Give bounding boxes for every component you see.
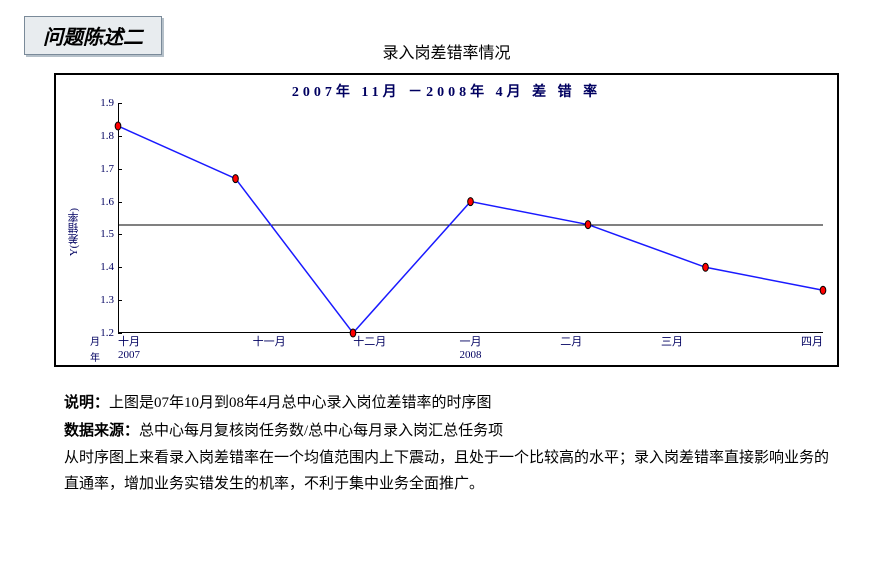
x-tick-year [319, 349, 420, 361]
data-point [703, 263, 709, 271]
y-tick-label: 1.7 [84, 163, 114, 175]
desc-line-2-lead: 数据来源： [64, 423, 139, 439]
data-point [820, 286, 826, 294]
data-point [115, 122, 121, 130]
y-tick-label: 1.8 [84, 130, 114, 142]
y-tick-label: 1.4 [84, 261, 114, 273]
x-tick-month: 一月 [420, 333, 521, 349]
header-badge: 问题陈述二 [24, 16, 162, 55]
x-tick-month: 十一月 [219, 333, 320, 349]
desc-paragraph: 从时序图上来看录入岗差错率在一个均值范围内上下震动，且处于一个比较高的水平；录入… [64, 446, 829, 497]
y-tick-label: 1.5 [84, 228, 114, 240]
description-block: 说明：上图是07年10月到08年4月总中心录入岗位差错率的时序图 数据来源：总中… [64, 391, 829, 497]
x-tick-month: 十月 [118, 333, 219, 349]
chart-frame: 2007年 11月 －2008年 4月 差 错 率 Y(差错率) 1.21.31… [54, 73, 839, 367]
x-tick-month: 二月 [521, 333, 622, 349]
x-tick-month: 三月 [622, 333, 723, 349]
x-tick-year: 2007 [118, 349, 219, 361]
data-point [468, 198, 474, 206]
x-tick-year [622, 349, 723, 361]
chart-title: 2007年 11月 －2008年 4月 差 错 率 [56, 75, 837, 103]
desc-line-2-body: 总中心每月复核岗任务数/总中心每月录入岗汇总任务项 [139, 423, 503, 439]
y-tick-label: 1.9 [84, 97, 114, 109]
x-axis-months: 月 十月十一月十二月一月二月三月四月 [118, 333, 823, 349]
line-series [118, 103, 823, 333]
x-tick-year [722, 349, 823, 361]
desc-line-1: 说明：上图是07年10月到08年4月总中心录入岗位差错率的时序图 [64, 391, 829, 417]
data-point [585, 221, 591, 229]
desc-line-2: 数据来源：总中心每月复核岗任务数/总中心每月录入岗汇总任务项 [64, 419, 829, 445]
x-tick-year [521, 349, 622, 361]
x-tick-year [219, 349, 320, 361]
y-axis-label: Y(差错率) [64, 208, 84, 256]
series-line [118, 126, 823, 333]
x-tick-year: 2008 [420, 349, 521, 361]
x-tick-month: 四月 [722, 333, 823, 349]
x-axis-years: 年 2007 2008 [118, 349, 823, 361]
x-year-prefix: 年 [90, 349, 100, 364]
desc-line-1-lead: 说明： [64, 395, 109, 411]
y-tick-label: 1.3 [84, 294, 114, 306]
data-point [233, 175, 239, 183]
x-month-prefix: 月 [90, 333, 100, 348]
plot-area: 1.21.31.41.51.61.71.81.9 [118, 103, 823, 333]
y-tick-label: 1.6 [84, 196, 114, 208]
desc-line-1-body: 上图是07年10月到08年4月总中心录入岗位差错率的时序图 [109, 395, 492, 411]
x-tick-month: 十二月 [319, 333, 420, 349]
